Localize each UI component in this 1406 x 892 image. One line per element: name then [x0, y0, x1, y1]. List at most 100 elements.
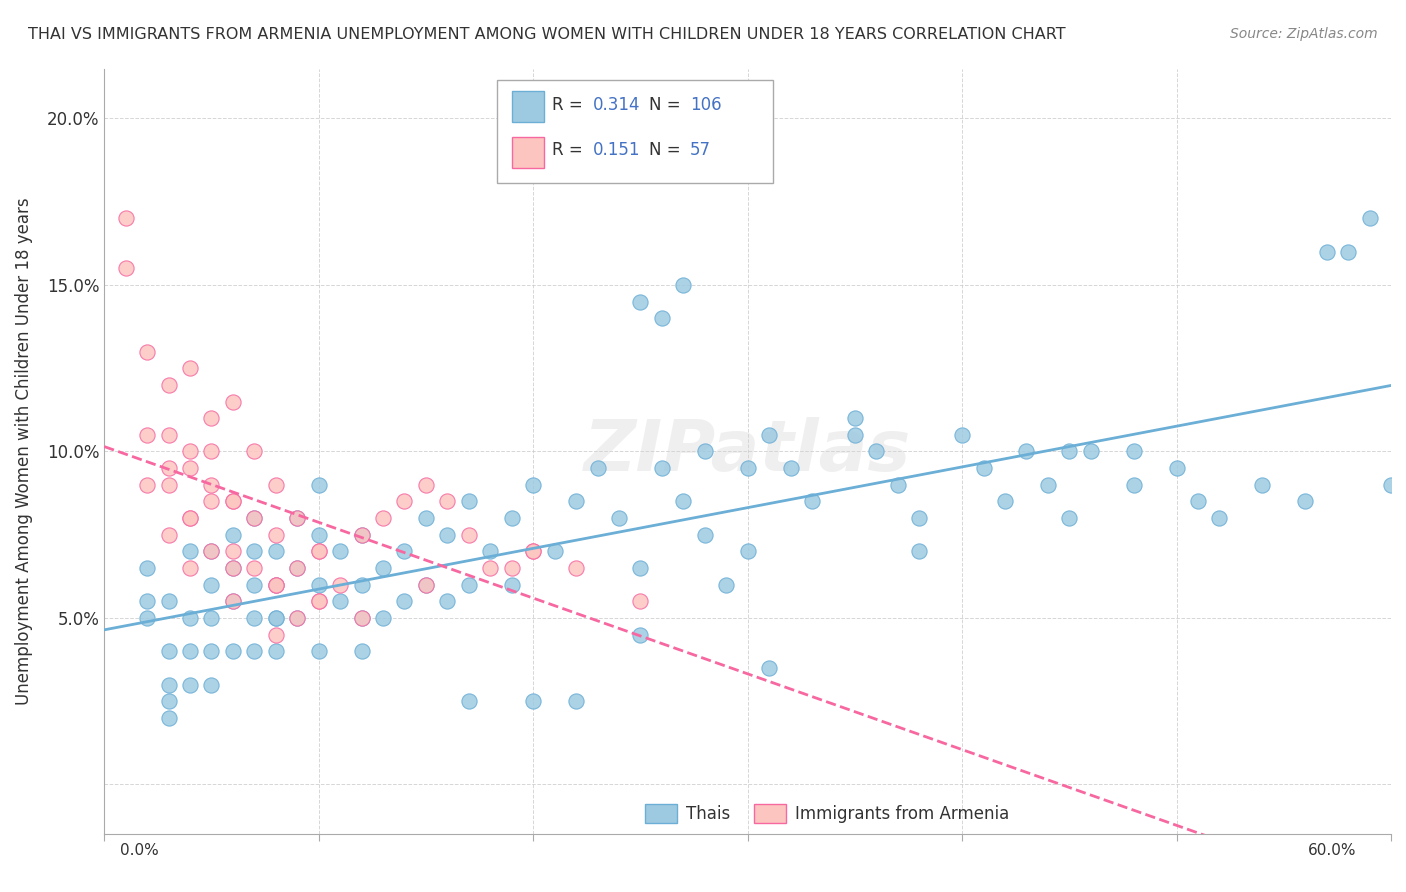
- Point: [1379, 477, 1402, 491]
- Point: [628, 594, 651, 608]
- Point: [844, 427, 866, 442]
- Point: [157, 644, 180, 658]
- Point: [222, 561, 245, 575]
- Point: [973, 461, 995, 475]
- Point: [628, 294, 651, 309]
- Point: [285, 611, 308, 625]
- Point: [758, 427, 780, 442]
- Text: Thais: Thais: [686, 805, 730, 822]
- Point: [264, 477, 287, 491]
- Point: [200, 611, 222, 625]
- Point: [114, 261, 136, 276]
- Point: [308, 594, 330, 608]
- Point: [200, 477, 222, 491]
- Point: [479, 544, 502, 558]
- Text: R =: R =: [553, 96, 588, 114]
- Text: N =: N =: [648, 142, 685, 160]
- Point: [243, 511, 266, 525]
- Point: [672, 494, 695, 508]
- Point: [179, 561, 201, 575]
- Point: [308, 594, 330, 608]
- Point: [222, 594, 245, 608]
- Point: [243, 611, 266, 625]
- Point: [200, 544, 222, 558]
- Point: [457, 577, 479, 591]
- Point: [308, 577, 330, 591]
- Point: [371, 561, 394, 575]
- Point: [157, 477, 180, 491]
- Point: [157, 427, 180, 442]
- Point: [565, 694, 588, 708]
- Text: 0.0%: 0.0%: [120, 843, 159, 858]
- Point: [222, 494, 245, 508]
- Point: [628, 627, 651, 641]
- Point: [394, 544, 416, 558]
- Point: [157, 527, 180, 541]
- Point: [222, 527, 245, 541]
- Point: [136, 344, 159, 359]
- Text: ZIPatlas: ZIPatlas: [583, 417, 911, 486]
- Point: [136, 594, 159, 608]
- FancyBboxPatch shape: [754, 804, 786, 823]
- Text: 57: 57: [690, 142, 710, 160]
- Point: [285, 511, 308, 525]
- Point: [350, 527, 373, 541]
- Point: [672, 277, 695, 292]
- Point: [243, 577, 266, 591]
- Point: [394, 494, 416, 508]
- Point: [779, 461, 801, 475]
- Point: [394, 594, 416, 608]
- Point: [264, 611, 287, 625]
- Point: [371, 611, 394, 625]
- Point: [329, 544, 352, 558]
- Point: [179, 644, 201, 658]
- Point: [179, 611, 201, 625]
- Point: [222, 561, 245, 575]
- Point: [1059, 511, 1081, 525]
- Point: [308, 644, 330, 658]
- Point: [222, 394, 245, 409]
- Point: [200, 677, 222, 691]
- Point: [457, 694, 479, 708]
- Text: Immigrants from Armenia: Immigrants from Armenia: [796, 805, 1010, 822]
- Point: [264, 577, 287, 591]
- Point: [222, 594, 245, 608]
- Point: [200, 644, 222, 658]
- Point: [308, 544, 330, 558]
- Point: [179, 461, 201, 475]
- Point: [714, 577, 737, 591]
- Point: [1251, 477, 1274, 491]
- Point: [501, 561, 523, 575]
- Point: [157, 594, 180, 608]
- Point: [1358, 211, 1381, 226]
- Point: [157, 694, 180, 708]
- Point: [1187, 494, 1209, 508]
- Point: [522, 544, 544, 558]
- Point: [308, 544, 330, 558]
- Point: [1337, 244, 1360, 259]
- Point: [243, 444, 266, 458]
- Point: [457, 494, 479, 508]
- Point: [350, 611, 373, 625]
- Text: 0.314: 0.314: [593, 96, 641, 114]
- Point: [415, 511, 437, 525]
- Point: [501, 577, 523, 591]
- Point: [415, 577, 437, 591]
- Point: [865, 444, 887, 458]
- Point: [136, 611, 159, 625]
- Point: [200, 411, 222, 425]
- Point: [693, 444, 716, 458]
- Point: [1122, 477, 1144, 491]
- Point: [1080, 444, 1102, 458]
- Point: [350, 527, 373, 541]
- Point: [800, 494, 823, 508]
- Y-axis label: Unemployment Among Women with Children Under 18 years: Unemployment Among Women with Children U…: [15, 198, 32, 706]
- Point: [264, 577, 287, 591]
- Point: [1122, 444, 1144, 458]
- Point: [436, 594, 458, 608]
- Point: [179, 444, 201, 458]
- Point: [415, 477, 437, 491]
- Point: [136, 477, 159, 491]
- Point: [222, 644, 245, 658]
- Point: [200, 494, 222, 508]
